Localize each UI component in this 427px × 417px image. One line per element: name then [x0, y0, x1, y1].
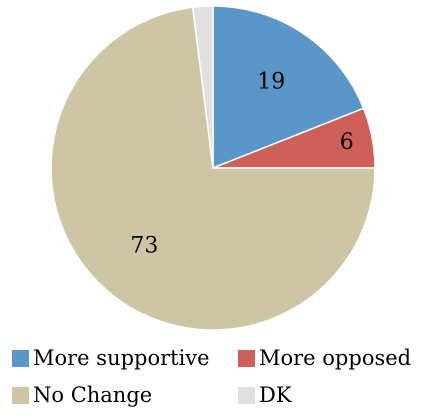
pie-slice-dk — [191, 5, 214, 169]
legend-swatch — [12, 349, 29, 367]
legend-item-more-opposed: More opposed — [238, 346, 411, 370]
legend-label: DK — [259, 383, 292, 407]
pie-slice-no-change — [50, 6, 376, 330]
legend-label: More opposed — [259, 346, 412, 370]
data-label-more-supportive: 19 — [257, 70, 285, 95]
legend-swatch — [12, 386, 29, 404]
pie-slice-more-supportive — [212, 5, 365, 170]
legend-swatch — [238, 386, 255, 404]
legend-swatch — [238, 349, 255, 367]
legend-item-more-supportive: More supportive — [12, 346, 210, 370]
data-label-more-opposed: 6 — [340, 130, 354, 155]
data-label-no-change: 73 — [130, 233, 158, 258]
legend-item-dk: DK — [238, 383, 292, 407]
legend-label: More supportive — [33, 346, 210, 370]
legend-label: No Change — [33, 383, 153, 407]
legend-item-no-change: No Change — [12, 383, 152, 407]
pie-plot: 19 6 73 — [50, 5, 376, 330]
